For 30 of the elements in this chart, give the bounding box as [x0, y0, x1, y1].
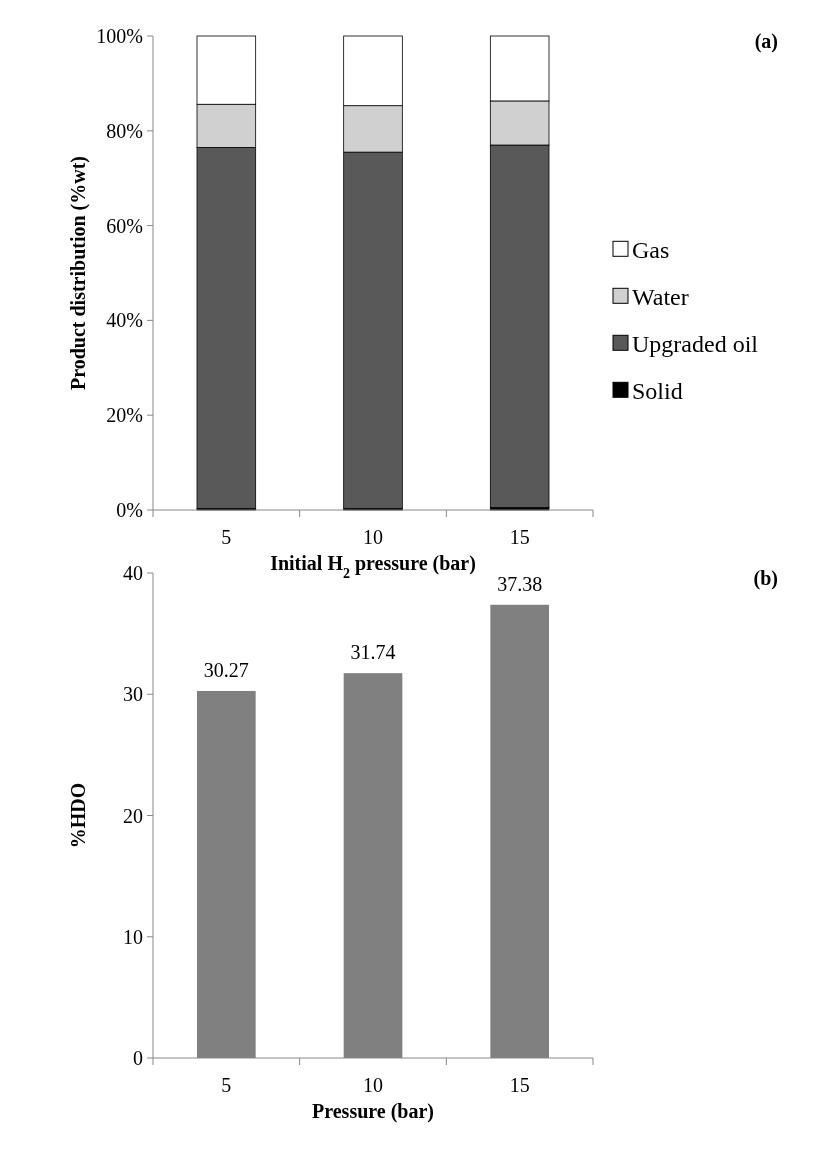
x-axis-title: Initial H$_{2}$ pressure (bar)	[270, 552, 476, 581]
y-tick-label: 60%	[106, 214, 143, 237]
legend-label: Gas	[632, 236, 670, 263]
x-tick-label: 5	[221, 526, 232, 548]
data-label: 30.27	[203, 658, 249, 681]
x-tick-label: 10	[363, 1074, 383, 1096]
legend-label: Solid	[632, 377, 683, 404]
y-axis-title: %HDO	[67, 782, 89, 849]
x-tick-label: 10	[363, 526, 383, 548]
y-tick-label: 0%	[116, 499, 143, 521]
y-tick-label: 80%	[106, 119, 143, 142]
y-axis-title: Product distribution (%wt)	[67, 155, 90, 391]
text: (a)	[754, 30, 778, 53]
y-tick-label: 40	[123, 562, 143, 584]
legend-label: Water	[632, 283, 689, 310]
y-tick-label: 20%	[106, 404, 143, 427]
data-label: 37.38	[497, 572, 543, 595]
y-tick-label: 40%	[106, 309, 143, 332]
x-tick-label: 5	[221, 1074, 232, 1096]
x-axis-title: Pressure (bar)	[311, 1100, 435, 1123]
y-tick-label: 20	[123, 804, 143, 827]
x-tick-label: 15	[509, 1074, 530, 1096]
x-tick-label: 15	[509, 526, 530, 548]
legend-label: Upgraded oil	[632, 330, 759, 357]
data-label: 31.74	[350, 641, 396, 664]
text: (b)	[753, 567, 778, 590]
y-tick-label: 30	[123, 683, 143, 706]
y-tick-label: 0	[133, 1047, 143, 1069]
y-tick-label: 100%	[96, 25, 143, 47]
y-tick-label: 10	[123, 925, 143, 948]
